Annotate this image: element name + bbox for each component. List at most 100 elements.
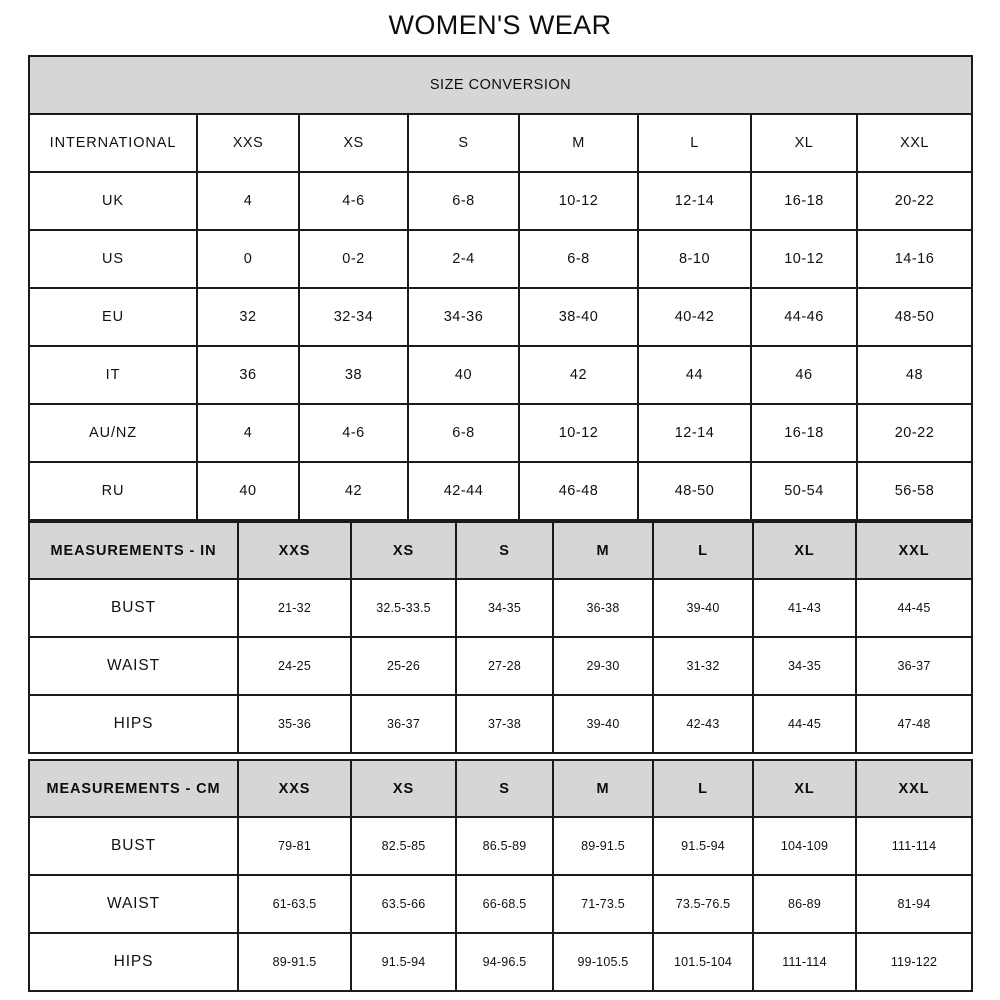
cell-uk-xxl: 20-22 bbox=[856, 171, 973, 231]
row-label-waist-in: WAIST bbox=[28, 636, 239, 696]
cell-bust-in-xxl: 44-45 bbox=[855, 578, 973, 638]
cell-bust-cm-s: 86.5-89 bbox=[455, 816, 554, 876]
cell-aunz-xxs: 4 bbox=[196, 403, 300, 463]
cell-bust-in-xs: 32.5-33.5 bbox=[350, 578, 457, 638]
row-label-eu: EU bbox=[28, 287, 198, 347]
table-row: RU 40 42 42-44 46-48 48-50 50-54 56-58 bbox=[28, 461, 973, 521]
cell-aunz-xxl: 20-22 bbox=[856, 403, 973, 463]
cell-waist-cm-xxs: 61-63.5 bbox=[237, 874, 352, 934]
table-row: BUST 21-32 32.5-33.5 34-35 36-38 39-40 4… bbox=[28, 578, 973, 638]
cell-waist-cm-xs: 63.5-66 bbox=[350, 874, 457, 934]
cell-bust-cm-m: 89-91.5 bbox=[552, 816, 654, 876]
cell-waist-in-m: 29-30 bbox=[552, 636, 654, 696]
column-header-xl: XL bbox=[750, 113, 858, 173]
column-header-xs: XS bbox=[298, 113, 409, 173]
table-header-row: MEASUREMENTS - CM XXS XS S M L XL XXL bbox=[28, 759, 973, 818]
table-row: AU/NZ 4 4-6 6-8 10-12 12-14 16-18 20-22 bbox=[28, 403, 973, 463]
cell-hips-in-xxs: 35-36 bbox=[237, 694, 352, 754]
measurements-centimeters-table: MEASUREMENTS - CM XXS XS S M L XL XXL BU… bbox=[28, 759, 973, 992]
cell-waist-cm-m: 71-73.5 bbox=[552, 874, 654, 934]
cell-waist-in-xl: 34-35 bbox=[752, 636, 857, 696]
table-row: HIPS 89-91.5 91.5-94 94-96.5 99-105.5 10… bbox=[28, 932, 973, 992]
column-header-l: L bbox=[652, 521, 754, 580]
cell-hips-cm-xl: 111-114 bbox=[752, 932, 857, 992]
cell-hips-in-m: 39-40 bbox=[552, 694, 654, 754]
column-header-m: M bbox=[552, 759, 654, 818]
cell-uk-xxs: 4 bbox=[196, 171, 300, 231]
cell-waist-in-l: 31-32 bbox=[652, 636, 754, 696]
column-header-international: INTERNATIONAL bbox=[28, 113, 198, 173]
column-header-measurements-cm: MEASUREMENTS - CM bbox=[28, 759, 239, 818]
cell-hips-in-s: 37-38 bbox=[455, 694, 554, 754]
column-header-measurements-in: MEASUREMENTS - IN bbox=[28, 521, 239, 580]
row-label-it: IT bbox=[28, 345, 198, 405]
row-label-uk: UK bbox=[28, 171, 198, 231]
column-header-m: M bbox=[552, 521, 654, 580]
cell-us-xl: 10-12 bbox=[750, 229, 858, 289]
cell-uk-xl: 16-18 bbox=[750, 171, 858, 231]
cell-us-m: 6-8 bbox=[518, 229, 639, 289]
size-conversion-table: SIZE CONVERSION INTERNATIONAL XXS XS S M… bbox=[28, 55, 973, 521]
cell-us-s: 2-4 bbox=[407, 229, 520, 289]
cell-uk-l: 12-14 bbox=[637, 171, 752, 231]
cell-bust-in-m: 36-38 bbox=[552, 578, 654, 638]
cell-bust-cm-xs: 82.5-85 bbox=[350, 816, 457, 876]
column-header-xxl: XXL bbox=[855, 521, 973, 580]
cell-uk-xs: 4-6 bbox=[298, 171, 409, 231]
column-header-xl: XL bbox=[752, 759, 857, 818]
cell-hips-cm-m: 99-105.5 bbox=[552, 932, 654, 992]
table-row: WAIST 61-63.5 63.5-66 66-68.5 71-73.5 73… bbox=[28, 874, 973, 934]
column-header-s: S bbox=[407, 113, 520, 173]
cell-hips-in-l: 42-43 bbox=[652, 694, 754, 754]
cell-us-l: 8-10 bbox=[637, 229, 752, 289]
cell-waist-in-s: 27-28 bbox=[455, 636, 554, 696]
cell-eu-xxs: 32 bbox=[196, 287, 300, 347]
cell-hips-in-xs: 36-37 bbox=[350, 694, 457, 754]
cell-waist-in-xxs: 24-25 bbox=[237, 636, 352, 696]
cell-it-s: 40 bbox=[407, 345, 520, 405]
cell-eu-m: 38-40 bbox=[518, 287, 639, 347]
column-header-s: S bbox=[455, 521, 554, 580]
cell-waist-cm-l: 73.5-76.5 bbox=[652, 874, 754, 934]
row-label-us: US bbox=[28, 229, 198, 289]
table-row: IT 36 38 40 42 44 46 48 bbox=[28, 345, 973, 405]
cell-ru-xs: 42 bbox=[298, 461, 409, 521]
cell-bust-cm-xxl: 111-114 bbox=[855, 816, 973, 876]
table-banner-row: SIZE CONVERSION bbox=[28, 55, 973, 115]
column-header-l: L bbox=[637, 113, 752, 173]
table-row: UK 4 4-6 6-8 10-12 12-14 16-18 20-22 bbox=[28, 171, 973, 231]
cell-hips-cm-s: 94-96.5 bbox=[455, 932, 554, 992]
column-header-xxs: XXS bbox=[237, 521, 352, 580]
table-row: HIPS 35-36 36-37 37-38 39-40 42-43 44-45… bbox=[28, 694, 973, 754]
column-header-xs: XS bbox=[350, 759, 457, 818]
cell-us-xxl: 14-16 bbox=[856, 229, 973, 289]
column-header-xxl: XXL bbox=[856, 113, 973, 173]
cell-bust-in-s: 34-35 bbox=[455, 578, 554, 638]
row-label-hips-cm: HIPS bbox=[28, 932, 239, 992]
cell-hips-cm-l: 101.5-104 bbox=[652, 932, 754, 992]
cell-waist-cm-s: 66-68.5 bbox=[455, 874, 554, 934]
cell-hips-in-xxl: 47-48 bbox=[855, 694, 973, 754]
cell-ru-s: 42-44 bbox=[407, 461, 520, 521]
cell-ru-xxl: 56-58 bbox=[856, 461, 973, 521]
column-header-xxs: XXS bbox=[196, 113, 300, 173]
cell-ru-m: 46-48 bbox=[518, 461, 639, 521]
cell-waist-cm-xxl: 81-94 bbox=[855, 874, 973, 934]
row-label-ru: RU bbox=[28, 461, 198, 521]
cell-aunz-xs: 4-6 bbox=[298, 403, 409, 463]
row-label-hips-in: HIPS bbox=[28, 694, 239, 754]
cell-eu-xl: 44-46 bbox=[750, 287, 858, 347]
cell-it-m: 42 bbox=[518, 345, 639, 405]
table-header-row: MEASUREMENTS - IN XXS XS S M L XL XXL bbox=[28, 521, 973, 580]
column-header-xxs: XXS bbox=[237, 759, 352, 818]
row-label-aunz: AU/NZ bbox=[28, 403, 198, 463]
cell-aunz-s: 6-8 bbox=[407, 403, 520, 463]
cell-ru-l: 48-50 bbox=[637, 461, 752, 521]
size-conversion-banner: SIZE CONVERSION bbox=[28, 55, 973, 115]
cell-bust-cm-xxs: 79-81 bbox=[237, 816, 352, 876]
cell-waist-in-xs: 25-26 bbox=[350, 636, 457, 696]
page-title: WOMEN'S WEAR bbox=[388, 10, 612, 40]
cell-uk-m: 10-12 bbox=[518, 171, 639, 231]
cell-hips-in-xl: 44-45 bbox=[752, 694, 857, 754]
